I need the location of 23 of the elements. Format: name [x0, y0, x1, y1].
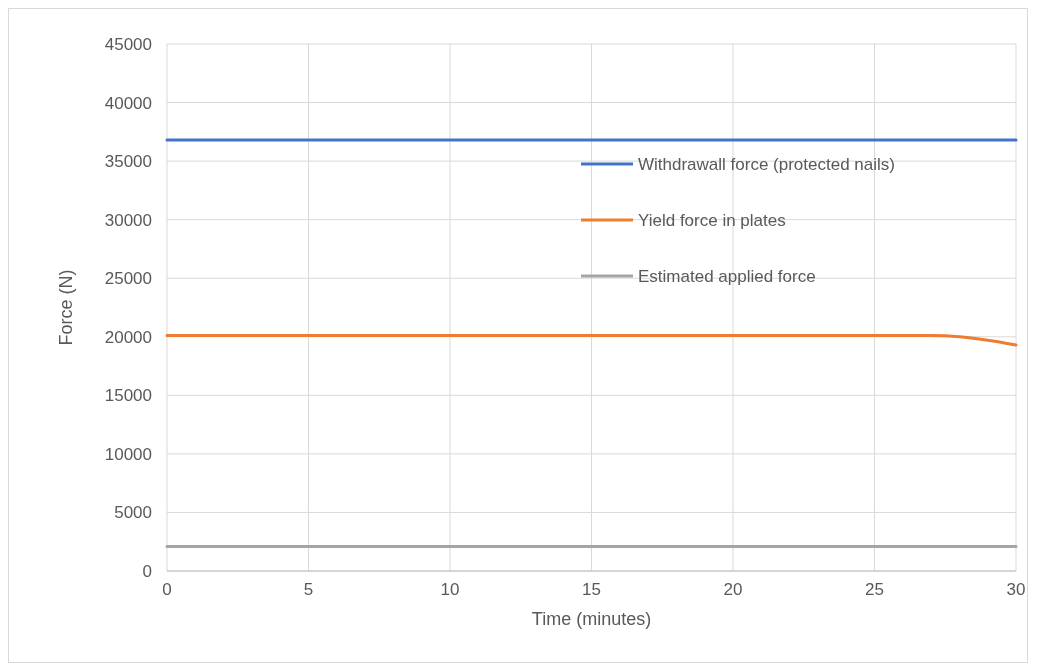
y-tick-label: 10000 — [104, 444, 152, 464]
y-tick-label: 20000 — [104, 327, 152, 347]
y-tick-label: 0 — [142, 562, 152, 581]
legend-label: Yield force in plates — [638, 211, 786, 230]
line-series — [165, 334, 1018, 347]
x-tick-label: 30 — [1006, 580, 1026, 599]
x-tick-label: 20 — [723, 580, 743, 599]
x-tick-label: 25 — [865, 580, 884, 599]
y-tick-label: 25000 — [104, 269, 152, 289]
y-tick-label: 15000 — [104, 386, 152, 406]
y-tick-label: 45000 — [104, 35, 152, 54]
x-tick-label: 5 — [303, 580, 314, 599]
y-tick-label: 30000 — [104, 210, 152, 230]
y-tick-label: 40000 — [104, 93, 152, 113]
x-tick-label: 0 — [162, 580, 172, 599]
legend-label: Withdrawall force (protected nails) — [638, 155, 895, 174]
x-axis-title: Time (minutes) — [531, 609, 652, 629]
y-tick-label: 5000 — [114, 503, 152, 523]
legend-label: Estimated applied force — [638, 267, 816, 286]
x-tick-label: 10 — [440, 580, 460, 599]
y-tick-label: 35000 — [104, 152, 152, 172]
x-tick-label: 15 — [582, 580, 601, 599]
y-axis-title: Force (N) — [56, 269, 76, 346]
